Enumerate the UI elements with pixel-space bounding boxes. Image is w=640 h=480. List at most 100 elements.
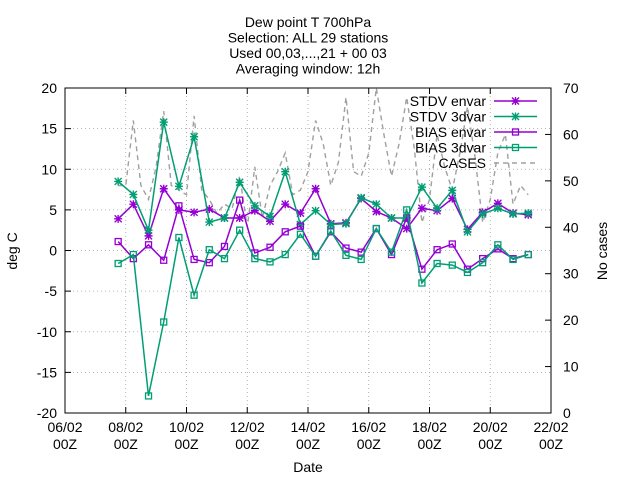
data-point bbox=[205, 218, 214, 227]
data-point bbox=[159, 118, 168, 127]
series-bias-3dvar bbox=[114, 206, 532, 400]
x-tick-label: 16/02 bbox=[351, 419, 386, 435]
data-point bbox=[296, 230, 305, 238]
data-point bbox=[311, 206, 320, 215]
data-point bbox=[220, 242, 229, 251]
data-point bbox=[114, 237, 122, 246]
data-point bbox=[296, 209, 305, 218]
data-point bbox=[448, 261, 456, 269]
legend-item: BIAS envar bbox=[415, 124, 537, 140]
series-line bbox=[117, 121, 529, 234]
data-point bbox=[114, 177, 123, 186]
x-tick-label: 00Z bbox=[174, 436, 199, 452]
axes: -20-15-10-50510152001020304050607006/020… bbox=[37, 80, 579, 452]
data-point bbox=[326, 220, 335, 229]
data-point bbox=[479, 259, 487, 267]
data-point bbox=[509, 255, 517, 264]
data-point bbox=[281, 167, 290, 176]
data-point bbox=[296, 220, 305, 229]
data-point bbox=[433, 259, 441, 268]
legend-marker bbox=[511, 143, 520, 152]
data-point bbox=[463, 227, 472, 236]
data-point bbox=[174, 205, 183, 214]
data-point bbox=[433, 204, 442, 213]
x-tick-label: 00Z bbox=[357, 436, 382, 452]
data-point bbox=[342, 251, 350, 260]
title-line: Averaging window: 12h bbox=[236, 61, 381, 77]
legend-label: STDV envar bbox=[410, 93, 487, 109]
data-point bbox=[144, 231, 153, 240]
data-point bbox=[190, 208, 199, 217]
x-tick-label: 00Z bbox=[114, 436, 139, 452]
x-tick-label: 14/02 bbox=[290, 419, 325, 435]
data-point bbox=[387, 248, 396, 256]
series-stdv-3dvar bbox=[114, 118, 533, 236]
legend-label: STDV 3dvar bbox=[410, 109, 487, 125]
y-tick-label: 5 bbox=[49, 202, 57, 218]
data-point bbox=[175, 202, 183, 210]
legend-label: CASES bbox=[439, 155, 486, 171]
x-tick-label: 00Z bbox=[235, 436, 260, 452]
x-tick-label: 08/02 bbox=[108, 419, 143, 435]
x-tick-label: 12/02 bbox=[230, 419, 265, 435]
data-point bbox=[236, 226, 244, 234]
x-tick-label: 00Z bbox=[53, 436, 78, 452]
legend-label: BIAS 3dvar bbox=[415, 140, 486, 156]
legend-marker bbox=[511, 128, 520, 136]
data-point bbox=[357, 255, 365, 264]
series-line bbox=[117, 207, 529, 397]
data-point bbox=[357, 193, 366, 202]
data-point bbox=[220, 254, 229, 263]
data-point bbox=[372, 224, 380, 233]
data-point bbox=[236, 196, 244, 204]
data-point bbox=[159, 184, 168, 193]
data-point bbox=[144, 392, 153, 400]
data-point bbox=[493, 199, 502, 208]
data-point bbox=[114, 214, 123, 223]
x-axis-label: Date bbox=[293, 459, 323, 475]
y2-tick-label: 10 bbox=[563, 359, 579, 375]
data-point bbox=[190, 255, 198, 264]
y-tick-label: 0 bbox=[49, 243, 57, 259]
legend-marker bbox=[511, 97, 520, 105]
x-tick-label: 18/02 bbox=[412, 419, 447, 435]
data-point bbox=[509, 209, 518, 218]
data-point bbox=[129, 200, 138, 209]
data-point bbox=[251, 254, 259, 263]
title-line: Dew point T 700hPa bbox=[245, 14, 372, 30]
data-point bbox=[160, 318, 168, 326]
y2-tick-label: 20 bbox=[563, 312, 579, 328]
legend-item: BIAS 3dvar bbox=[415, 140, 537, 156]
y-tick-label: 15 bbox=[41, 121, 57, 137]
y2-tick-label: 30 bbox=[563, 266, 579, 282]
series-cases bbox=[118, 87, 529, 228]
data-point bbox=[327, 227, 335, 235]
y-tick-label: 20 bbox=[41, 80, 57, 96]
legend-item: STDV envar bbox=[410, 93, 537, 109]
data-point bbox=[129, 190, 138, 199]
data-point bbox=[418, 279, 426, 287]
data-point bbox=[524, 250, 532, 259]
data-point bbox=[160, 256, 168, 264]
data-point bbox=[296, 222, 305, 230]
data-point bbox=[342, 244, 350, 252]
data-point bbox=[250, 201, 259, 210]
y2-tick-label: 60 bbox=[563, 126, 579, 142]
legend-marker bbox=[511, 112, 520, 121]
x-tick-label: 00Z bbox=[296, 436, 321, 452]
data-point bbox=[281, 250, 289, 259]
data-point bbox=[341, 219, 350, 228]
data-point bbox=[281, 200, 290, 209]
data-point bbox=[144, 226, 153, 235]
title-line: Used 00,03,...,21 + 00 03 bbox=[229, 45, 387, 61]
data-point bbox=[266, 217, 275, 226]
y-tick-label: -10 bbox=[37, 324, 57, 340]
data-point bbox=[402, 224, 411, 233]
y-axis-label: deg C bbox=[4, 232, 20, 269]
data-point bbox=[448, 186, 457, 195]
x-tick-label: 06/02 bbox=[47, 419, 82, 435]
y2-tick-label: 50 bbox=[563, 173, 579, 189]
x-tick-label: 10/02 bbox=[169, 419, 204, 435]
